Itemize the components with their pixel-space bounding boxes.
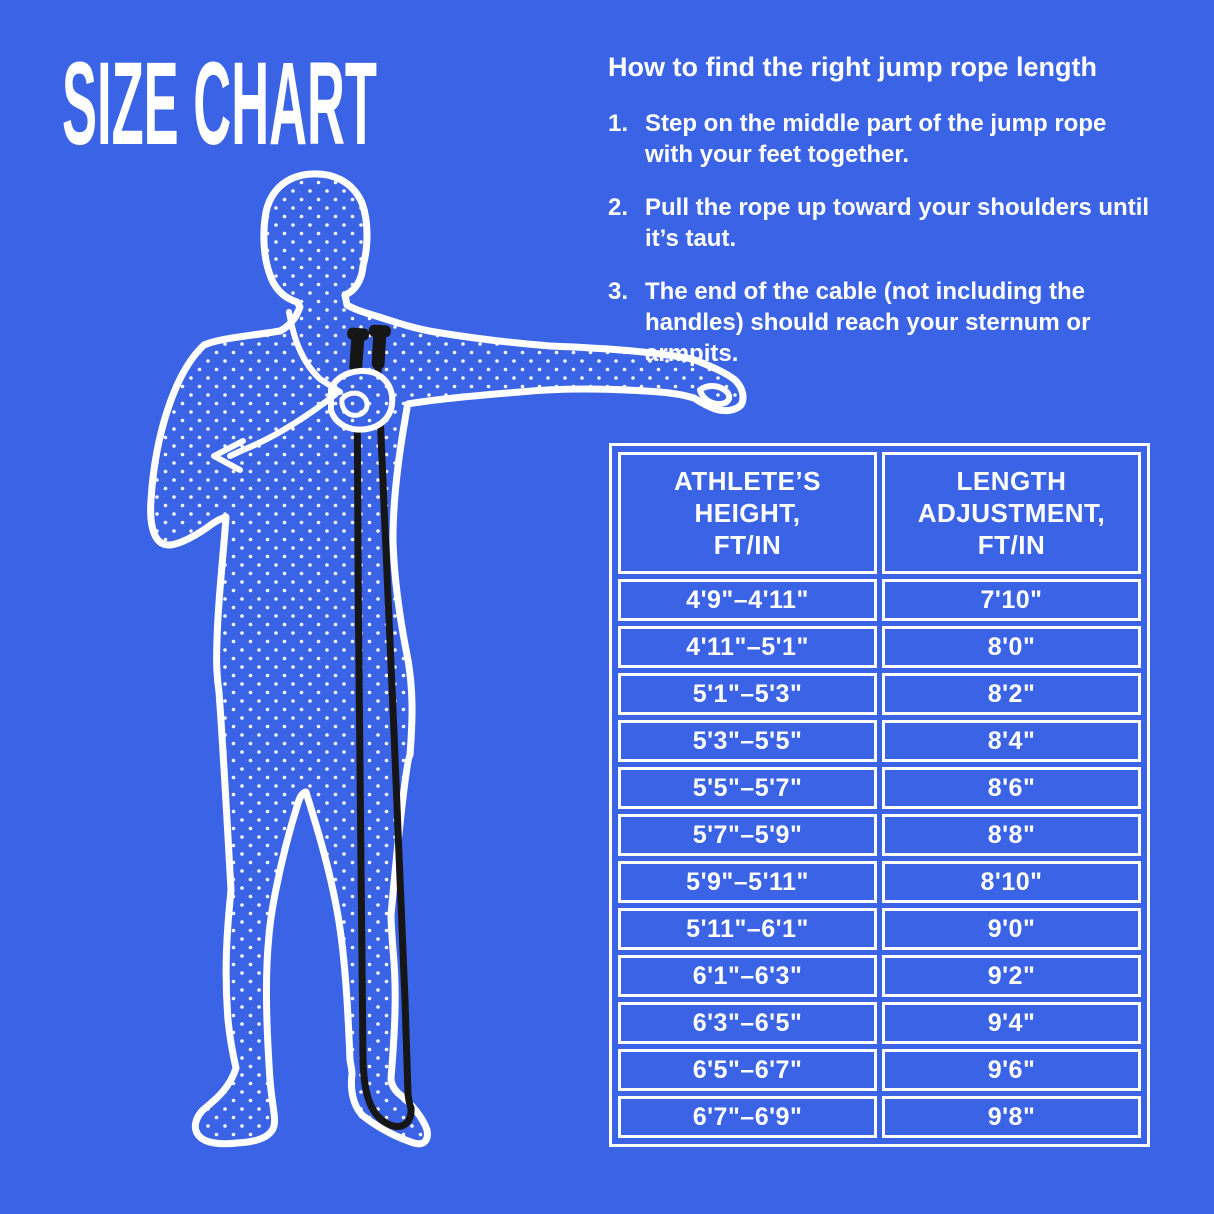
page-title: SIZE CHART bbox=[62, 52, 377, 157]
height-range-cell: 5'5"–5'7" bbox=[618, 767, 877, 809]
thumb-line bbox=[339, 390, 370, 418]
column-header-athletes-height: ATHLETE’S HEIGHT, FT/IN bbox=[618, 452, 877, 574]
height-range-cell: 4'9"–4'11" bbox=[618, 579, 877, 621]
header-line: ATHLETE’S bbox=[673, 466, 822, 496]
step-number: 1. bbox=[608, 110, 629, 137]
instructions-heading: How to find the right jump rope length bbox=[608, 52, 1097, 82]
step-text: Pull the rope up toward your shoulders u… bbox=[645, 194, 1150, 252]
step-text: The end of the cable (not including the … bbox=[645, 278, 1091, 367]
length-adjustment-cell: 9'0" bbox=[882, 908, 1141, 950]
height-range-cell: 6'5"–6'7" bbox=[618, 1049, 877, 1091]
body-detail-lines bbox=[211, 309, 343, 473]
height-range-cell: 6'1"–6'3" bbox=[618, 955, 877, 997]
length-adjustment-cell: 8'2" bbox=[882, 673, 1141, 715]
jump-rope-handles-icon bbox=[347, 324, 391, 373]
header-line: FT/IN bbox=[713, 530, 782, 560]
instruction-step-2: 2. Pull the rope up toward your shoulder… bbox=[608, 192, 1193, 254]
step-number: 3. bbox=[608, 278, 629, 305]
forearm-top-line bbox=[227, 391, 339, 459]
height-range-cell: 5'9"–5'11" bbox=[618, 861, 877, 903]
header-line: LENGTH bbox=[956, 466, 1067, 496]
size-table: ATHLETE’S HEIGHT, FT/IN LENGTH ADJUSTMEN… bbox=[609, 443, 1150, 1147]
length-adjustment-cell: 8'0" bbox=[882, 626, 1141, 668]
gripping-hand bbox=[328, 367, 396, 433]
instructions-list: 1. Step on the middle part of the jump r… bbox=[608, 108, 1193, 369]
height-range-cell: 6'3"–6'5" bbox=[618, 1002, 877, 1044]
length-adjustment-cell: 9'8" bbox=[882, 1096, 1141, 1138]
length-adjustment-cell: 9'6" bbox=[882, 1049, 1141, 1091]
height-range-cell: 5'1"–5'3" bbox=[618, 673, 877, 715]
chest-line bbox=[286, 309, 343, 395]
instructions-panel: How to find the right jump rope length 1… bbox=[608, 50, 1193, 369]
instruction-step-1: 1. Step on the middle part of the jump r… bbox=[608, 108, 1193, 170]
height-range-cell: 6'7"–6'9" bbox=[618, 1096, 877, 1138]
header-line: FT/IN bbox=[977, 530, 1046, 560]
length-adjustment-cell: 8'6" bbox=[882, 767, 1141, 809]
length-adjustment-cell: 8'10" bbox=[882, 861, 1141, 903]
header-line: HEIGHT, bbox=[694, 498, 801, 528]
height-range-cell: 4'11"–5'1" bbox=[618, 626, 877, 668]
jump-rope-cable-icon bbox=[353, 364, 415, 1130]
instruction-step-3: 3. The end of the cable (not including t… bbox=[608, 276, 1193, 369]
length-adjustment-cell: 8'8" bbox=[882, 814, 1141, 856]
length-adjustment-cell: 9'2" bbox=[882, 955, 1141, 997]
step-text: Step on the middle part of the jump rope… bbox=[645, 110, 1107, 168]
length-adjustment-cell: 9'4" bbox=[882, 1002, 1141, 1044]
page-title-text: SIZE CHART bbox=[62, 52, 377, 157]
header-line: ADJUSTMENT, bbox=[917, 498, 1106, 528]
elbow-crease-line bbox=[211, 438, 246, 473]
person-silhouette-icon bbox=[147, 170, 747, 1148]
step-number: 2. bbox=[608, 194, 629, 221]
size-table-grid: ATHLETE’S HEIGHT, FT/IN LENGTH ADJUSTMEN… bbox=[618, 452, 1141, 1138]
height-range-cell: 5'11"–6'1" bbox=[618, 908, 877, 950]
height-range-cell: 5'3"–5'5" bbox=[618, 720, 877, 762]
extended-hand-finger-line bbox=[697, 383, 733, 407]
height-range-cell: 5'7"–5'9" bbox=[618, 814, 877, 856]
length-adjustment-cell: 8'4" bbox=[882, 720, 1141, 762]
column-header-length-adjustment: LENGTH ADJUSTMENT, FT/IN bbox=[882, 452, 1141, 574]
length-adjustment-cell: 7'10" bbox=[882, 579, 1141, 621]
